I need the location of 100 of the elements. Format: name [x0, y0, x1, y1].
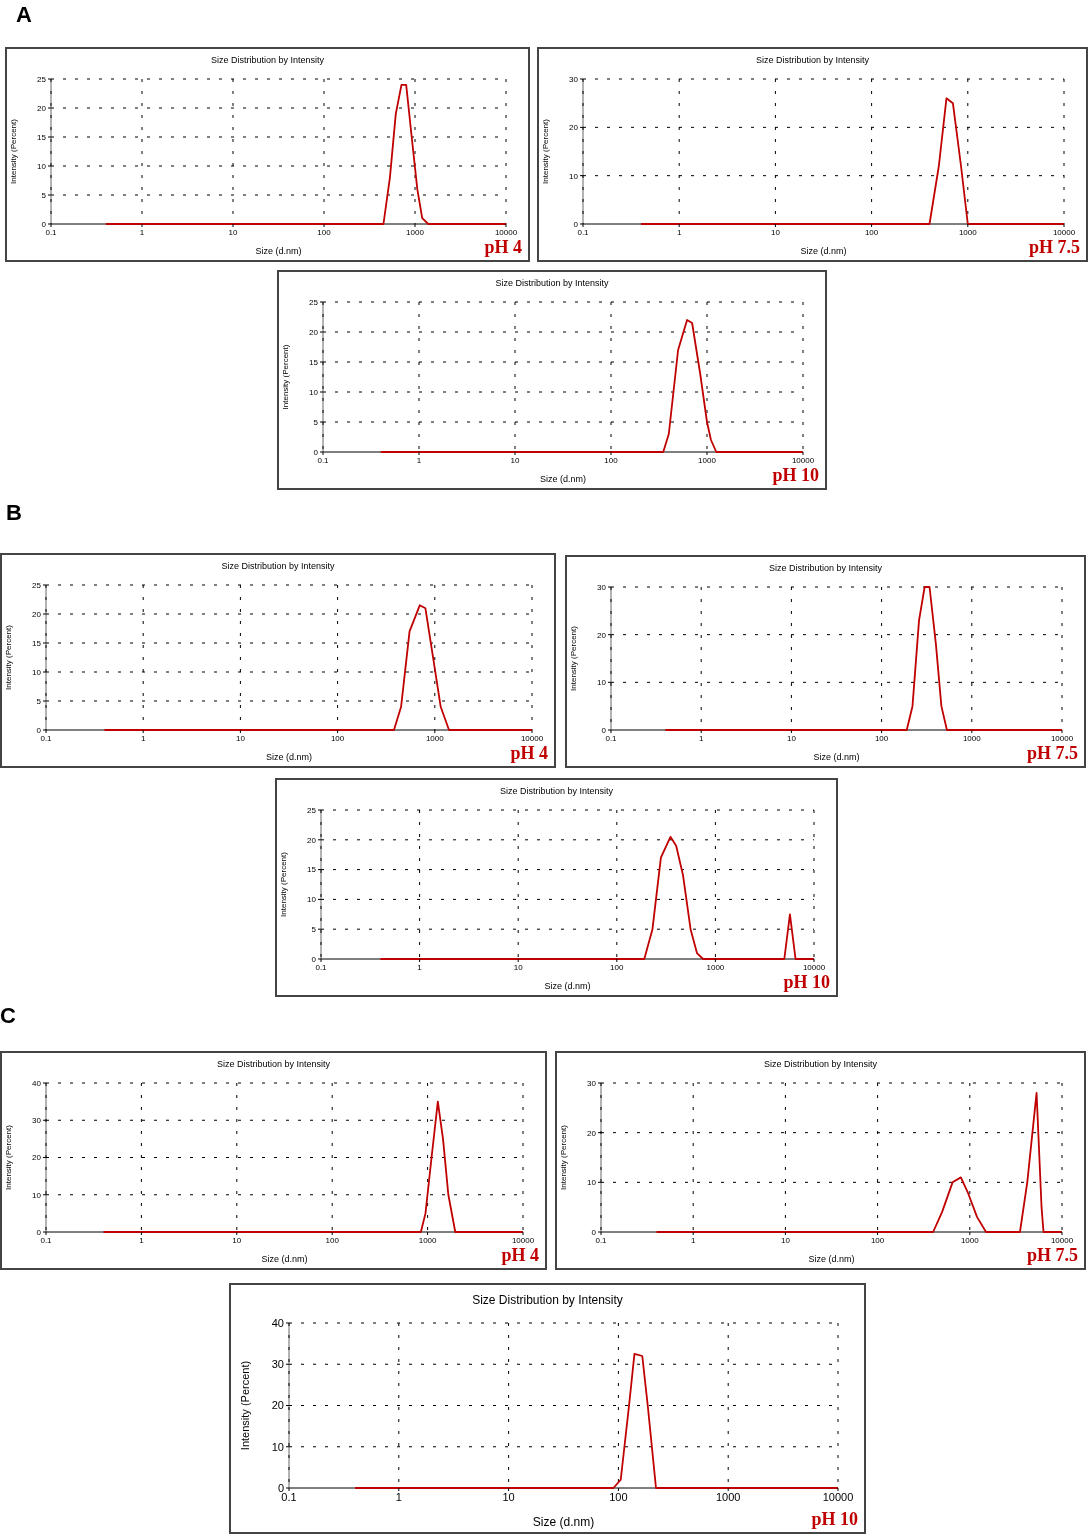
y-tick-label: 0: [36, 725, 42, 735]
y-tick-label: 25: [309, 297, 319, 307]
y-tick-label: 25: [32, 580, 42, 590]
y-tick-label: 0: [36, 1227, 42, 1237]
x-tick-label: 10000: [511, 1235, 535, 1245]
y-tick-label: 10: [307, 895, 317, 905]
y-tick-label: 20: [309, 327, 319, 337]
x-tick-label: 10: [228, 227, 238, 237]
x-tick-label: 1: [395, 1490, 402, 1503]
y-tick-label: 30: [597, 582, 607, 592]
y-tick-label: 10: [597, 678, 607, 688]
x-tick-label: 0.1: [595, 1235, 608, 1245]
x-axis-title: Size (d.nm): [813, 752, 860, 762]
x-tick-label: 1000: [962, 733, 982, 743]
x-tick-label: 10: [232, 1235, 242, 1245]
x-tick-label: 10: [780, 1235, 791, 1245]
y-tick-label: 15: [309, 357, 319, 367]
x-tick-label: 10: [235, 733, 246, 743]
x-tick-label: 10000: [791, 455, 815, 465]
y-axis-title: Intensity (Percent): [8, 118, 18, 184]
y-tick-label: 30: [32, 1116, 42, 1126]
x-tick-label: 10: [786, 733, 797, 743]
y-tick-label: 30: [569, 74, 579, 84]
x-tick-label: 10: [502, 1490, 515, 1503]
x-tick-label: 1000: [958, 227, 978, 237]
y-tick-label: 0: [573, 219, 579, 229]
x-tick-label: 100: [604, 455, 619, 465]
chart-title: Size Distribution by Intensity: [754, 54, 871, 67]
text: pH 7.5: [1026, 1245, 1078, 1266]
y-tick-label: 20: [32, 1153, 42, 1163]
y-tick-label: 0: [277, 1481, 284, 1494]
y-tick-label: 10: [37, 161, 47, 171]
x-axis-title: Size (d.nm): [544, 981, 591, 991]
y-tick-label: 25: [37, 74, 47, 84]
y-tick-label: 40: [32, 1078, 42, 1088]
x-tick-label: 1: [698, 733, 704, 743]
chart-title: Size Distribution by Intensity: [471, 1292, 624, 1309]
y-axis-title: Intensity (Percent): [558, 1124, 568, 1190]
y-tick-label: 0: [41, 219, 47, 229]
text: pH 7.5: [1028, 237, 1080, 258]
x-tick-label: 1000: [425, 733, 445, 743]
x-tick-label: 10: [770, 227, 781, 237]
y-tick-label: 20: [307, 835, 317, 845]
x-tick-label: 100: [874, 733, 889, 743]
x-tick-label: 0.1: [605, 733, 618, 743]
y-tick-label: 20: [271, 1399, 284, 1412]
y-tick-label: 10: [569, 171, 579, 181]
x-tick-label: 10000: [494, 227, 518, 237]
chart-title: Size Distribution by Intensity: [209, 54, 326, 67]
text: C: [0, 1003, 16, 1029]
text: pH 4: [484, 237, 522, 258]
x-tick-label: 100: [609, 1490, 628, 1503]
y-tick-label: 20: [37, 103, 47, 113]
y-tick-label: 10: [309, 387, 319, 397]
x-tick-label: 0.1: [40, 1235, 53, 1245]
x-tick-label: 0.1: [577, 227, 590, 237]
x-tick-label: 10000: [1050, 733, 1074, 743]
x-tick-label: 1: [140, 733, 146, 743]
x-axis-title: Size (d.nm): [265, 752, 313, 762]
x-tick-label: 100: [325, 1235, 340, 1245]
text: pH 7.5: [1026, 743, 1078, 764]
x-axis-title: Size (d.nm): [532, 1515, 595, 1529]
x-tick-label: 0.1: [315, 962, 328, 972]
x-tick-label: 100: [317, 227, 332, 237]
x-tick-label: 10000: [1052, 227, 1076, 237]
y-tick-label: 20: [597, 630, 607, 640]
x-axis-title: Size (d.nm): [800, 246, 847, 256]
x-tick-label: 1000: [406, 227, 425, 237]
x-tick-label: 1: [417, 962, 423, 972]
y-tick-label: 5: [41, 190, 47, 200]
x-tick-label: 1000: [698, 455, 717, 465]
y-tick-label: 10: [32, 667, 42, 677]
x-tick-label: 1000: [418, 1235, 438, 1245]
x-tick-label: 1000: [706, 962, 725, 972]
x-axis-title: Size (d.nm): [808, 1254, 855, 1264]
text: pH 10: [811, 1509, 858, 1530]
y-axis-title: Intensity (Percent): [3, 1124, 13, 1190]
x-tick-label: 10000: [802, 962, 826, 972]
y-tick-label: 20: [587, 1128, 597, 1138]
chart-title: Size Distribution by Intensity: [767, 562, 884, 575]
x-tick-label: 0.1: [45, 227, 58, 237]
y-tick-label: 0: [313, 447, 319, 457]
y-tick-label: 15: [32, 638, 42, 648]
y-tick-label: 10: [32, 1190, 42, 1200]
y-tick-label: 30: [587, 1078, 597, 1088]
y-tick-label: 15: [307, 865, 317, 875]
x-tick-label: 1: [139, 1235, 145, 1245]
x-tick-label: 1: [690, 1235, 696, 1245]
y-tick-label: 30: [271, 1358, 284, 1371]
chart-title: Size Distribution by Intensity: [498, 785, 615, 798]
y-tick-label: 5: [313, 417, 319, 427]
y-tick-label: 5: [311, 925, 317, 935]
text: B: [6, 500, 22, 526]
x-tick-label: 0.1: [317, 455, 330, 465]
y-tick-label: 0: [311, 954, 317, 964]
y-axis-title: Intensity (Percent): [278, 851, 288, 917]
x-tick-label: 1000: [715, 1490, 741, 1503]
y-tick-label: 20: [569, 123, 579, 133]
x-tick-label: 10000: [1050, 1235, 1074, 1245]
text: pH 10: [783, 972, 830, 993]
